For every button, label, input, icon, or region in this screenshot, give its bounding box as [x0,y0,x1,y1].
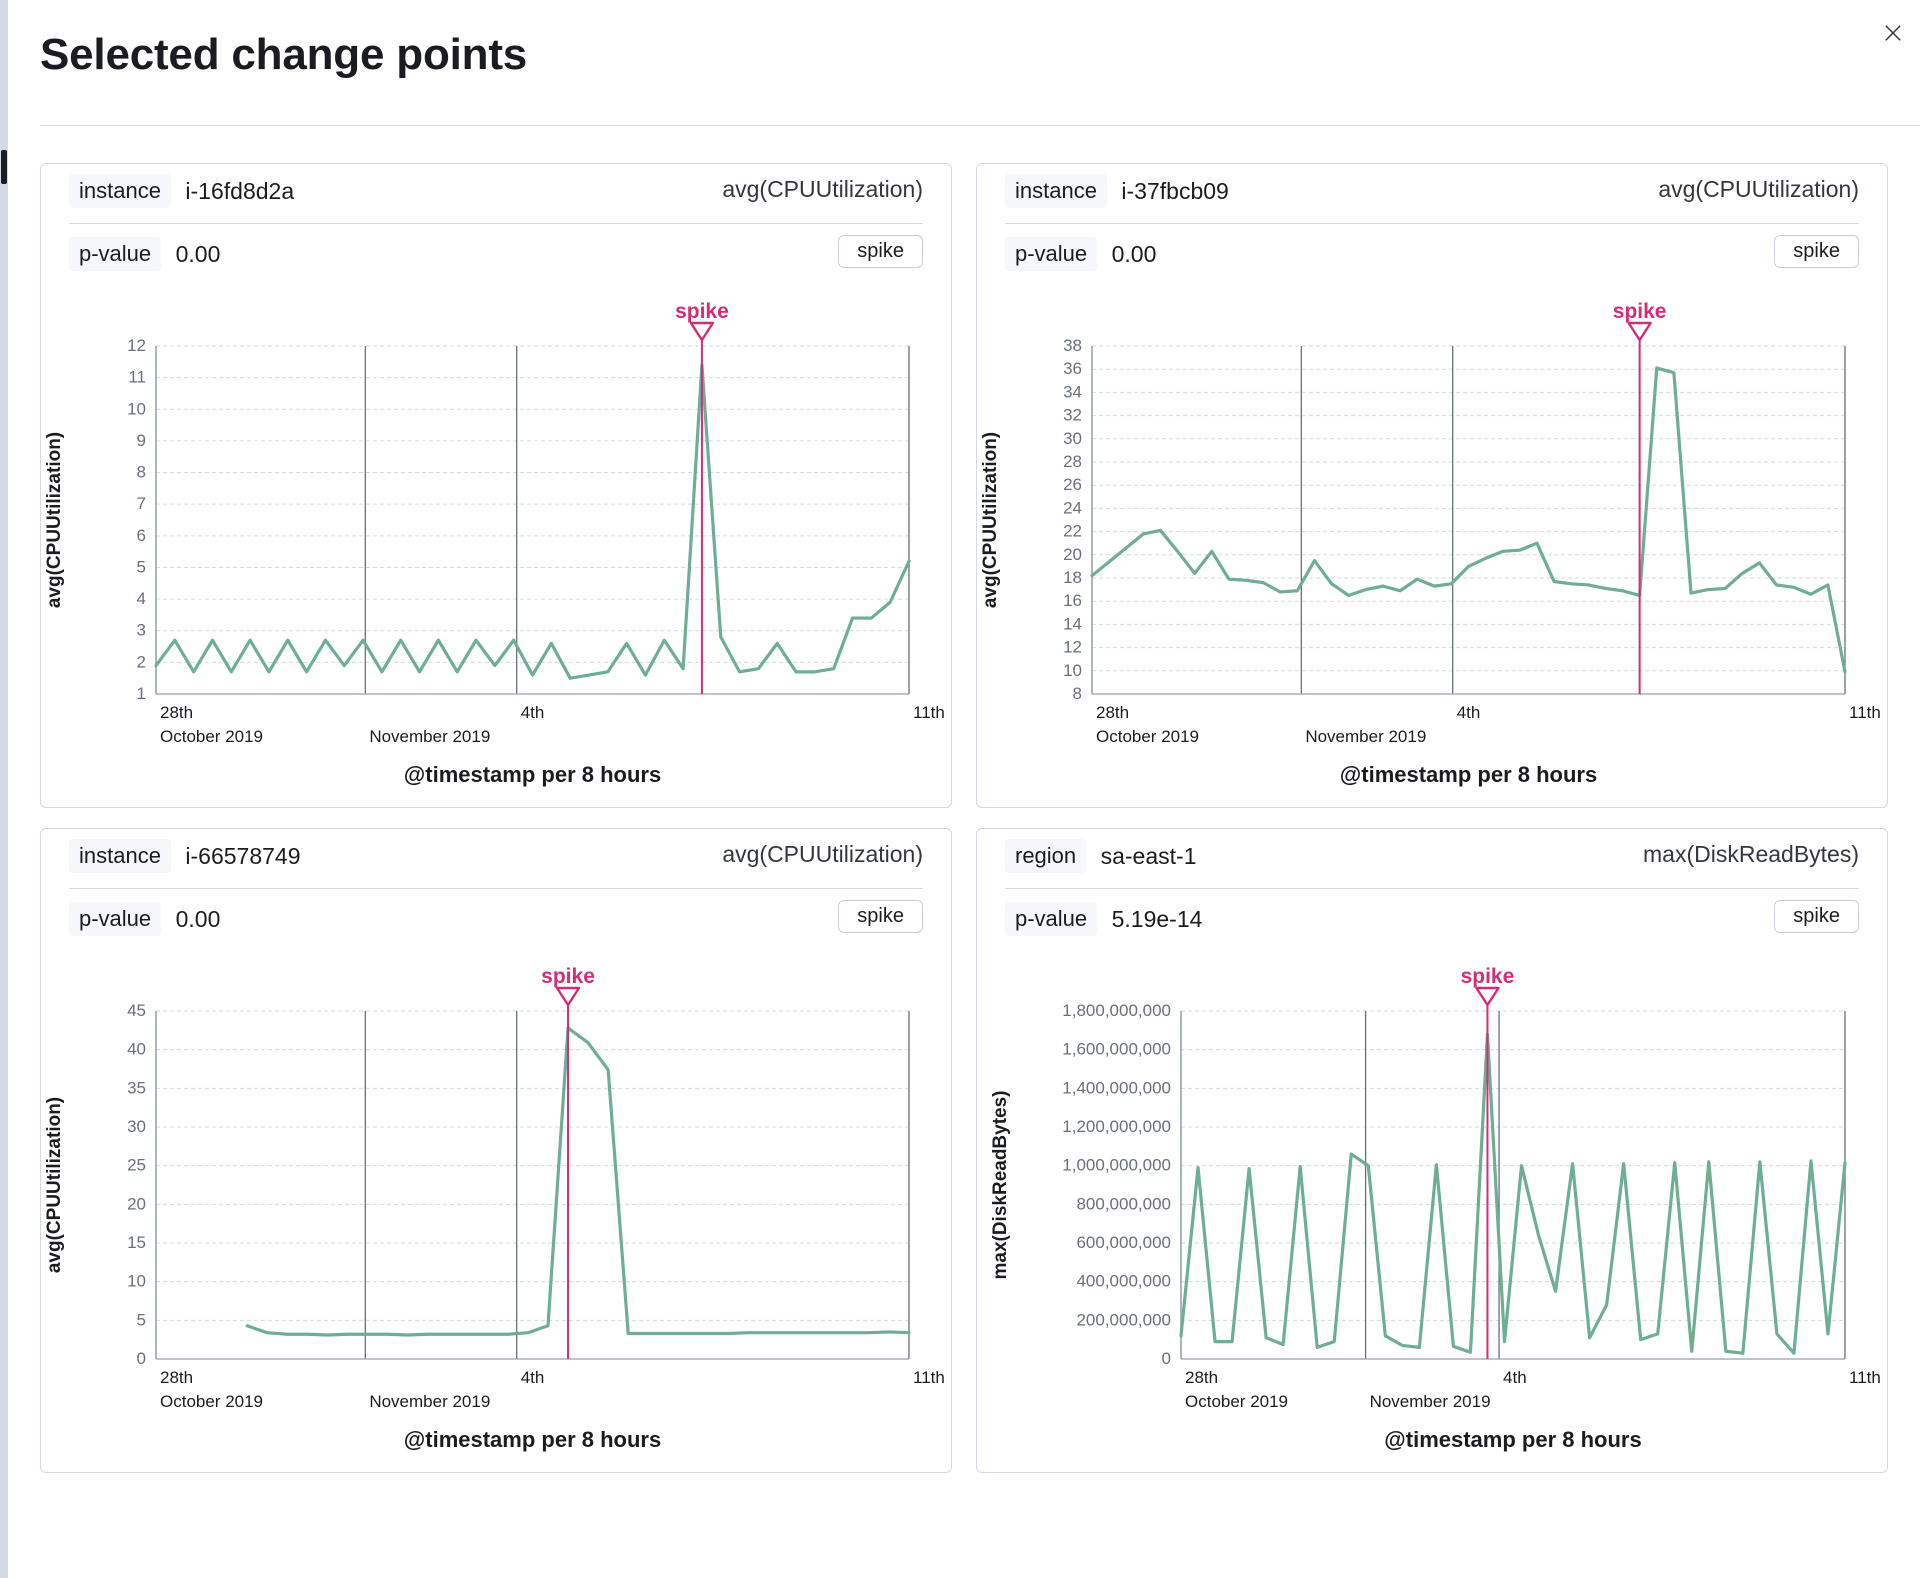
svg-text:16: 16 [1063,591,1082,610]
svg-text:11th: 11th [1849,1368,1881,1387]
svg-text:7: 7 [137,494,146,513]
svg-text:200,000,000: 200,000,000 [1076,1310,1171,1329]
svg-text:28th: 28th [1096,703,1129,722]
svg-text:28: 28 [1063,452,1082,471]
svg-text:38: 38 [1063,336,1082,355]
svg-text:35: 35 [127,1078,146,1097]
svg-text:11: 11 [128,368,146,387]
svg-text:November 2019: November 2019 [369,727,490,746]
svg-text:November 2019: November 2019 [369,1392,490,1411]
svg-text:October 2019: October 2019 [1096,727,1199,746]
svg-text:10: 10 [127,399,146,418]
svg-text:26: 26 [1063,475,1082,494]
svg-text:40: 40 [127,1040,146,1059]
svg-text:October 2019: October 2019 [160,727,263,746]
svg-text:November 2019: November 2019 [1305,727,1426,746]
svg-text:11th: 11th [913,1368,945,1387]
svg-text:spike: spike [541,965,595,988]
svg-text:9: 9 [137,431,146,450]
svg-text:2: 2 [137,652,146,671]
svg-text:30: 30 [1063,429,1082,448]
svg-text:4th: 4th [1457,703,1481,722]
svg-text:20: 20 [127,1194,146,1213]
svg-text:spike: spike [1461,965,1515,988]
svg-text:11th: 11th [1849,703,1881,722]
svg-text:1,600,000,000: 1,600,000,000 [1062,1040,1171,1059]
svg-text:1,200,000,000: 1,200,000,000 [1062,1117,1171,1136]
svg-text:24: 24 [1063,498,1082,517]
svg-text:45: 45 [127,1001,146,1020]
svg-text:1,000,000,000: 1,000,000,000 [1062,1156,1171,1175]
svg-text:8: 8 [1073,684,1082,703]
svg-text:400,000,000: 400,000,000 [1076,1272,1171,1291]
svg-text:October 2019: October 2019 [1185,1392,1288,1411]
svg-text:10: 10 [127,1272,146,1291]
svg-text:1,800,000,000: 1,800,000,000 [1062,1001,1171,1020]
svg-text:22: 22 [1063,522,1082,541]
svg-text:5: 5 [137,557,146,576]
svg-text:4: 4 [137,589,146,608]
svg-text:1,400,000,000: 1,400,000,000 [1062,1078,1171,1097]
svg-text:10: 10 [1063,661,1082,680]
svg-text:spike: spike [675,300,729,323]
svg-text:0: 0 [1162,1349,1171,1368]
svg-text:12: 12 [127,336,146,355]
svg-text:36: 36 [1063,359,1082,378]
svg-text:6: 6 [137,526,146,545]
svg-text:4th: 4th [521,703,545,722]
svg-text:11th: 11th [913,703,945,722]
svg-text:November 2019: November 2019 [1370,1392,1491,1411]
svg-text:800,000,000: 800,000,000 [1076,1194,1171,1213]
svg-text:28th: 28th [160,1368,193,1387]
svg-text:October 2019: October 2019 [160,1392,263,1411]
svg-text:0: 0 [137,1349,146,1368]
svg-text:18: 18 [1063,568,1082,587]
svg-text:14: 14 [1063,614,1082,633]
svg-text:5: 5 [137,1310,146,1329]
svg-text:28th: 28th [1185,1368,1218,1387]
svg-text:32: 32 [1063,406,1082,425]
svg-text:spike: spike [1613,300,1667,323]
svg-text:20: 20 [1063,545,1082,564]
svg-text:4th: 4th [521,1368,545,1387]
svg-text:25: 25 [127,1156,146,1175]
svg-text:8: 8 [137,463,146,482]
svg-text:12: 12 [1063,638,1082,657]
svg-text:28th: 28th [160,703,193,722]
svg-text:4th: 4th [1503,1368,1527,1387]
svg-text:1: 1 [137,684,146,703]
svg-text:600,000,000: 600,000,000 [1076,1233,1171,1252]
svg-text:30: 30 [127,1117,146,1136]
svg-text:3: 3 [137,621,146,640]
svg-text:34: 34 [1063,382,1082,401]
svg-text:15: 15 [127,1233,146,1252]
